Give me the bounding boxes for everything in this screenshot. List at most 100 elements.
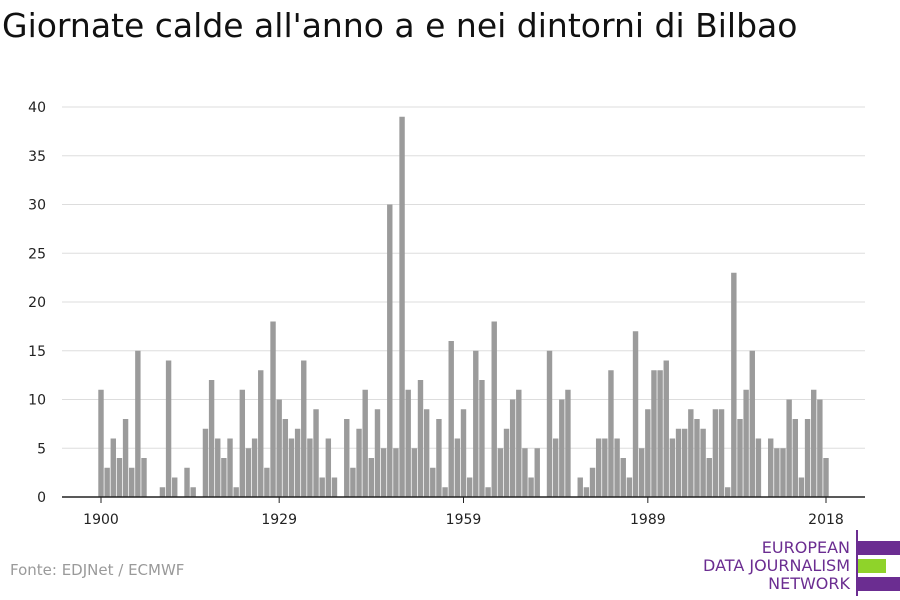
bar-2001	[718, 409, 725, 497]
bar-1902	[110, 438, 116, 497]
bar-2003	[731, 272, 737, 497]
bar-1954	[430, 467, 436, 497]
bar-1989	[645, 409, 651, 497]
bar-1963	[485, 487, 491, 497]
bar-1969	[522, 448, 528, 497]
bar-1973	[546, 350, 553, 497]
bar-1932	[294, 428, 301, 497]
bar-1922	[233, 487, 239, 497]
bar-1948	[393, 448, 399, 497]
bar-1941	[350, 467, 356, 497]
x-tick-label: 2018	[808, 512, 844, 528]
bar-1967	[509, 399, 516, 497]
bar-1910	[159, 487, 166, 497]
logo-divider	[856, 530, 858, 596]
bar-2018	[823, 458, 829, 497]
bar-1912	[172, 477, 178, 497]
bar-1952	[417, 380, 424, 497]
bar-1951	[411, 448, 418, 497]
y-tick-label: 15	[28, 344, 46, 360]
bar-1975	[559, 399, 565, 497]
bar-1927	[264, 467, 270, 497]
bar-1985	[620, 458, 626, 497]
bar-1961	[473, 350, 479, 497]
bar-1925	[251, 438, 258, 497]
bar-1966	[503, 428, 510, 497]
bar-1900	[98, 389, 104, 497]
bar-2000	[712, 409, 719, 497]
logo-bar-top	[858, 541, 900, 555]
y-tick-label: 10	[28, 393, 46, 409]
y-tick-label: 25	[28, 246, 46, 262]
bar-1947	[387, 204, 393, 497]
logo-bar-bottom	[858, 577, 900, 591]
bar-1995	[681, 428, 688, 497]
x-tick-label: 1959	[446, 512, 482, 528]
bar-1979	[583, 487, 590, 497]
bar-1923	[239, 389, 246, 497]
bar-2014	[798, 477, 805, 497]
bar-1935	[313, 409, 319, 497]
bar-1956	[442, 487, 448, 497]
logo-text-line-1: EUROPEAN	[761, 538, 850, 557]
chart-title: Giornate calde all'anno a e nei dintorni…	[2, 6, 798, 45]
bar-2009	[768, 438, 774, 497]
bar-1930	[282, 419, 289, 497]
bar-1929	[276, 399, 282, 497]
x-tick-label: 1900	[83, 512, 119, 528]
bar-1920	[221, 458, 227, 497]
bar-1976	[565, 389, 571, 497]
bar-1997	[694, 419, 700, 497]
bar-1917	[202, 428, 209, 497]
bar-1959	[460, 409, 467, 497]
bar-1994	[675, 428, 682, 497]
x-axis-ticks: 1900 1929 1959 1989 2018	[83, 497, 844, 528]
edjnet-logo: EUROPEAN DATA JOURNALISM NETWORK	[700, 530, 900, 596]
bar-1921	[227, 438, 233, 497]
bar-2006	[749, 350, 755, 497]
bar-1904	[122, 419, 129, 497]
x-tick-label: 1929	[261, 512, 297, 528]
bar-1946	[380, 448, 387, 497]
bar-1957	[448, 341, 454, 497]
bar-1942	[356, 428, 362, 497]
bar-1911	[165, 360, 172, 497]
bars	[98, 116, 829, 497]
bar-1906	[135, 350, 141, 497]
y-tick-label: 20	[28, 295, 46, 311]
bar-1982	[602, 438, 608, 497]
bar-1938	[331, 477, 338, 497]
bar-2015	[804, 419, 811, 497]
logo-text-line-2: DATA JOURNALISM	[703, 556, 850, 575]
bar-1993	[669, 438, 676, 497]
bar-1950	[405, 389, 411, 497]
bar-1965	[497, 448, 504, 497]
bar-1999	[706, 458, 712, 497]
y-tick-label: 35	[28, 149, 46, 165]
bar-1960	[466, 477, 473, 497]
bar-1984	[614, 438, 620, 497]
bar-1936	[319, 477, 325, 497]
bar-1937	[325, 438, 332, 497]
bar-1981	[595, 438, 602, 497]
bar-2004	[737, 419, 743, 497]
bar-1986	[626, 477, 633, 497]
bar-1924	[245, 448, 252, 497]
bar-1928	[270, 321, 276, 497]
bar-2005	[743, 389, 749, 497]
bar-1962	[479, 380, 485, 497]
bar-1931	[288, 438, 295, 497]
bar-1978	[577, 477, 583, 497]
bar-2011	[780, 448, 786, 497]
source-note: Fonte: EDJNet / ECMWF	[10, 561, 185, 579]
bar-1926	[258, 370, 264, 497]
bar-1971	[534, 448, 540, 497]
y-tick-label: 40	[28, 100, 46, 116]
bar-1996	[688, 409, 694, 497]
bar-1914	[184, 467, 190, 497]
bar-1983	[608, 370, 614, 497]
bar-1964	[491, 321, 497, 497]
bar-1949	[399, 116, 405, 497]
y-tick-label: 30	[28, 198, 46, 214]
